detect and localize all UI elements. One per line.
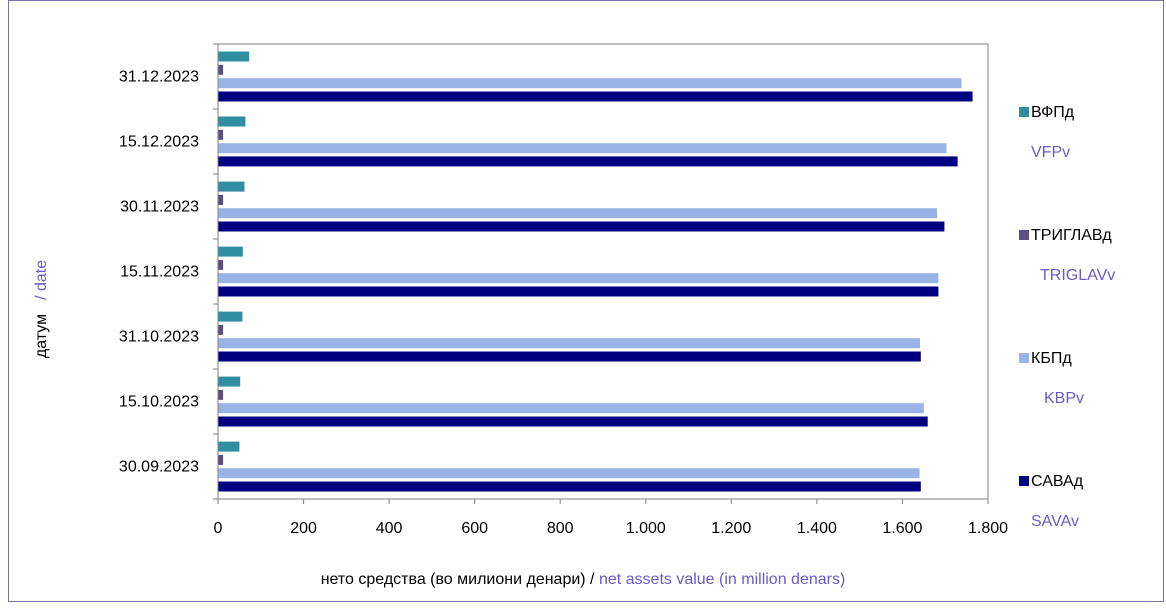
legend-label-kbpv: КБПд xyxy=(1031,350,1072,367)
y-tick-label: 31.10.2023 xyxy=(119,329,199,346)
bar-triglavv-5 xyxy=(218,129,224,140)
x-tick-label: 1.800 xyxy=(968,520,1008,537)
chart-frame: 0 200 400 600 800 1.000 1.200 1.400 1.600 1.800 3… xyxy=(8,0,1164,602)
bar-triglavv-1 xyxy=(218,389,224,400)
bar-kbpv-1 xyxy=(218,403,924,414)
bar-triglavv-0 xyxy=(218,454,224,465)
bar-savav-3 xyxy=(218,286,939,297)
x-axis-label: нето средства (во милиони денари) / net … xyxy=(321,571,846,588)
bar-triglavv-2 xyxy=(218,324,224,335)
x-tick-label: 1.000 xyxy=(626,520,666,537)
bar-vfpv-2 xyxy=(218,311,243,322)
y-axis-label-mk: датум xyxy=(33,314,50,358)
x-tick-label: 400 xyxy=(376,520,403,537)
bar-kbpv-4 xyxy=(218,208,938,219)
bar-triglavv-6 xyxy=(218,64,224,75)
legend-label-en-vfpv: VFPv xyxy=(1031,144,1070,161)
y-axis-label-en: / date xyxy=(33,260,50,300)
x-tick-label: 600 xyxy=(461,520,488,537)
bar-vfpv-6 xyxy=(218,51,250,62)
x-tick-label: 1.200 xyxy=(711,520,751,537)
x-tick-labels: 0 200 400 600 800 1.000 1.200 1.400 1.600 1.800 xyxy=(214,520,1009,537)
bar-vfpv-5 xyxy=(218,116,246,127)
bar-kbpv-6 xyxy=(218,78,962,89)
legend-label-savav: САВАд xyxy=(1031,473,1084,490)
bar-savav-2 xyxy=(218,351,921,362)
x-tick-label: 1.600 xyxy=(882,520,922,537)
x-tick-label: 1.400 xyxy=(797,520,837,537)
y-tick-label: 15.10.2023 xyxy=(119,394,199,411)
bars-layer xyxy=(218,51,973,492)
x-tick-label: 200 xyxy=(290,520,317,537)
x-axis-label-mk: нето средства (во милиони денари) / xyxy=(321,571,599,588)
bar-vfpv-0 xyxy=(218,441,240,452)
legend-label-triglavv: ТРИГЛАВд xyxy=(1031,227,1112,244)
bar-kbpv-3 xyxy=(218,273,939,284)
legend-label-en-kbpv: KBPv xyxy=(1044,390,1084,407)
legend: ВФПд VFPv ТРИГЛАВд TRIGLAVv КБПд KBPv САВАд SAV… xyxy=(1019,104,1115,530)
legend-swatch-vfpv xyxy=(1019,107,1029,117)
x-tick-label: 0 xyxy=(214,520,223,537)
y-axis-label: датум / date xyxy=(33,260,50,358)
bar-savav-6 xyxy=(218,91,973,102)
x-tick-label: 800 xyxy=(547,520,574,537)
bar-triglavv-3 xyxy=(218,259,224,270)
bar-vfpv-1 xyxy=(218,376,241,387)
bar-kbpv-5 xyxy=(218,143,947,154)
y-tick-label: 30.09.2023 xyxy=(119,459,199,476)
bar-kbpv-2 xyxy=(218,338,920,349)
y-tick-label: 15.11.2023 xyxy=(120,264,199,281)
y-tick-label: 30.11.2023 xyxy=(120,199,199,216)
y-tick-label: 31.12.2023 xyxy=(119,69,199,86)
bar-vfpv-3 xyxy=(218,246,243,257)
bar-savav-0 xyxy=(218,481,921,492)
bar-vfpv-4 xyxy=(218,181,245,192)
bar-triglavv-4 xyxy=(218,194,224,205)
bar-savav-4 xyxy=(218,221,945,232)
legend-label-vfpv: ВФПд xyxy=(1031,104,1075,121)
bar-chart: 0 200 400 600 800 1.000 1.200 1.400 1.600 1.800 3… xyxy=(33,43,1115,588)
legend-swatch-kbpv xyxy=(1019,353,1029,363)
bar-savav-5 xyxy=(218,156,958,167)
y-tick-label: 15.12.2023 xyxy=(119,134,199,151)
legend-swatch-savav xyxy=(1019,476,1029,486)
legend-label-en-triglavv: TRIGLAVv xyxy=(1040,267,1115,284)
axes-layer xyxy=(213,43,989,504)
plot-area xyxy=(217,43,989,500)
y-tick-labels: 30.09.2023 15.10.2023 31.10.2023 15.11.2023… xyxy=(119,69,199,476)
bar-kbpv-0 xyxy=(218,468,920,479)
legend-swatch-triglavv xyxy=(1019,230,1029,240)
bar-savav-1 xyxy=(218,416,928,427)
legend-label-en-savav: SAVAv xyxy=(1031,513,1079,530)
x-axis-label-en: net assets value (in million denars) xyxy=(599,571,845,588)
